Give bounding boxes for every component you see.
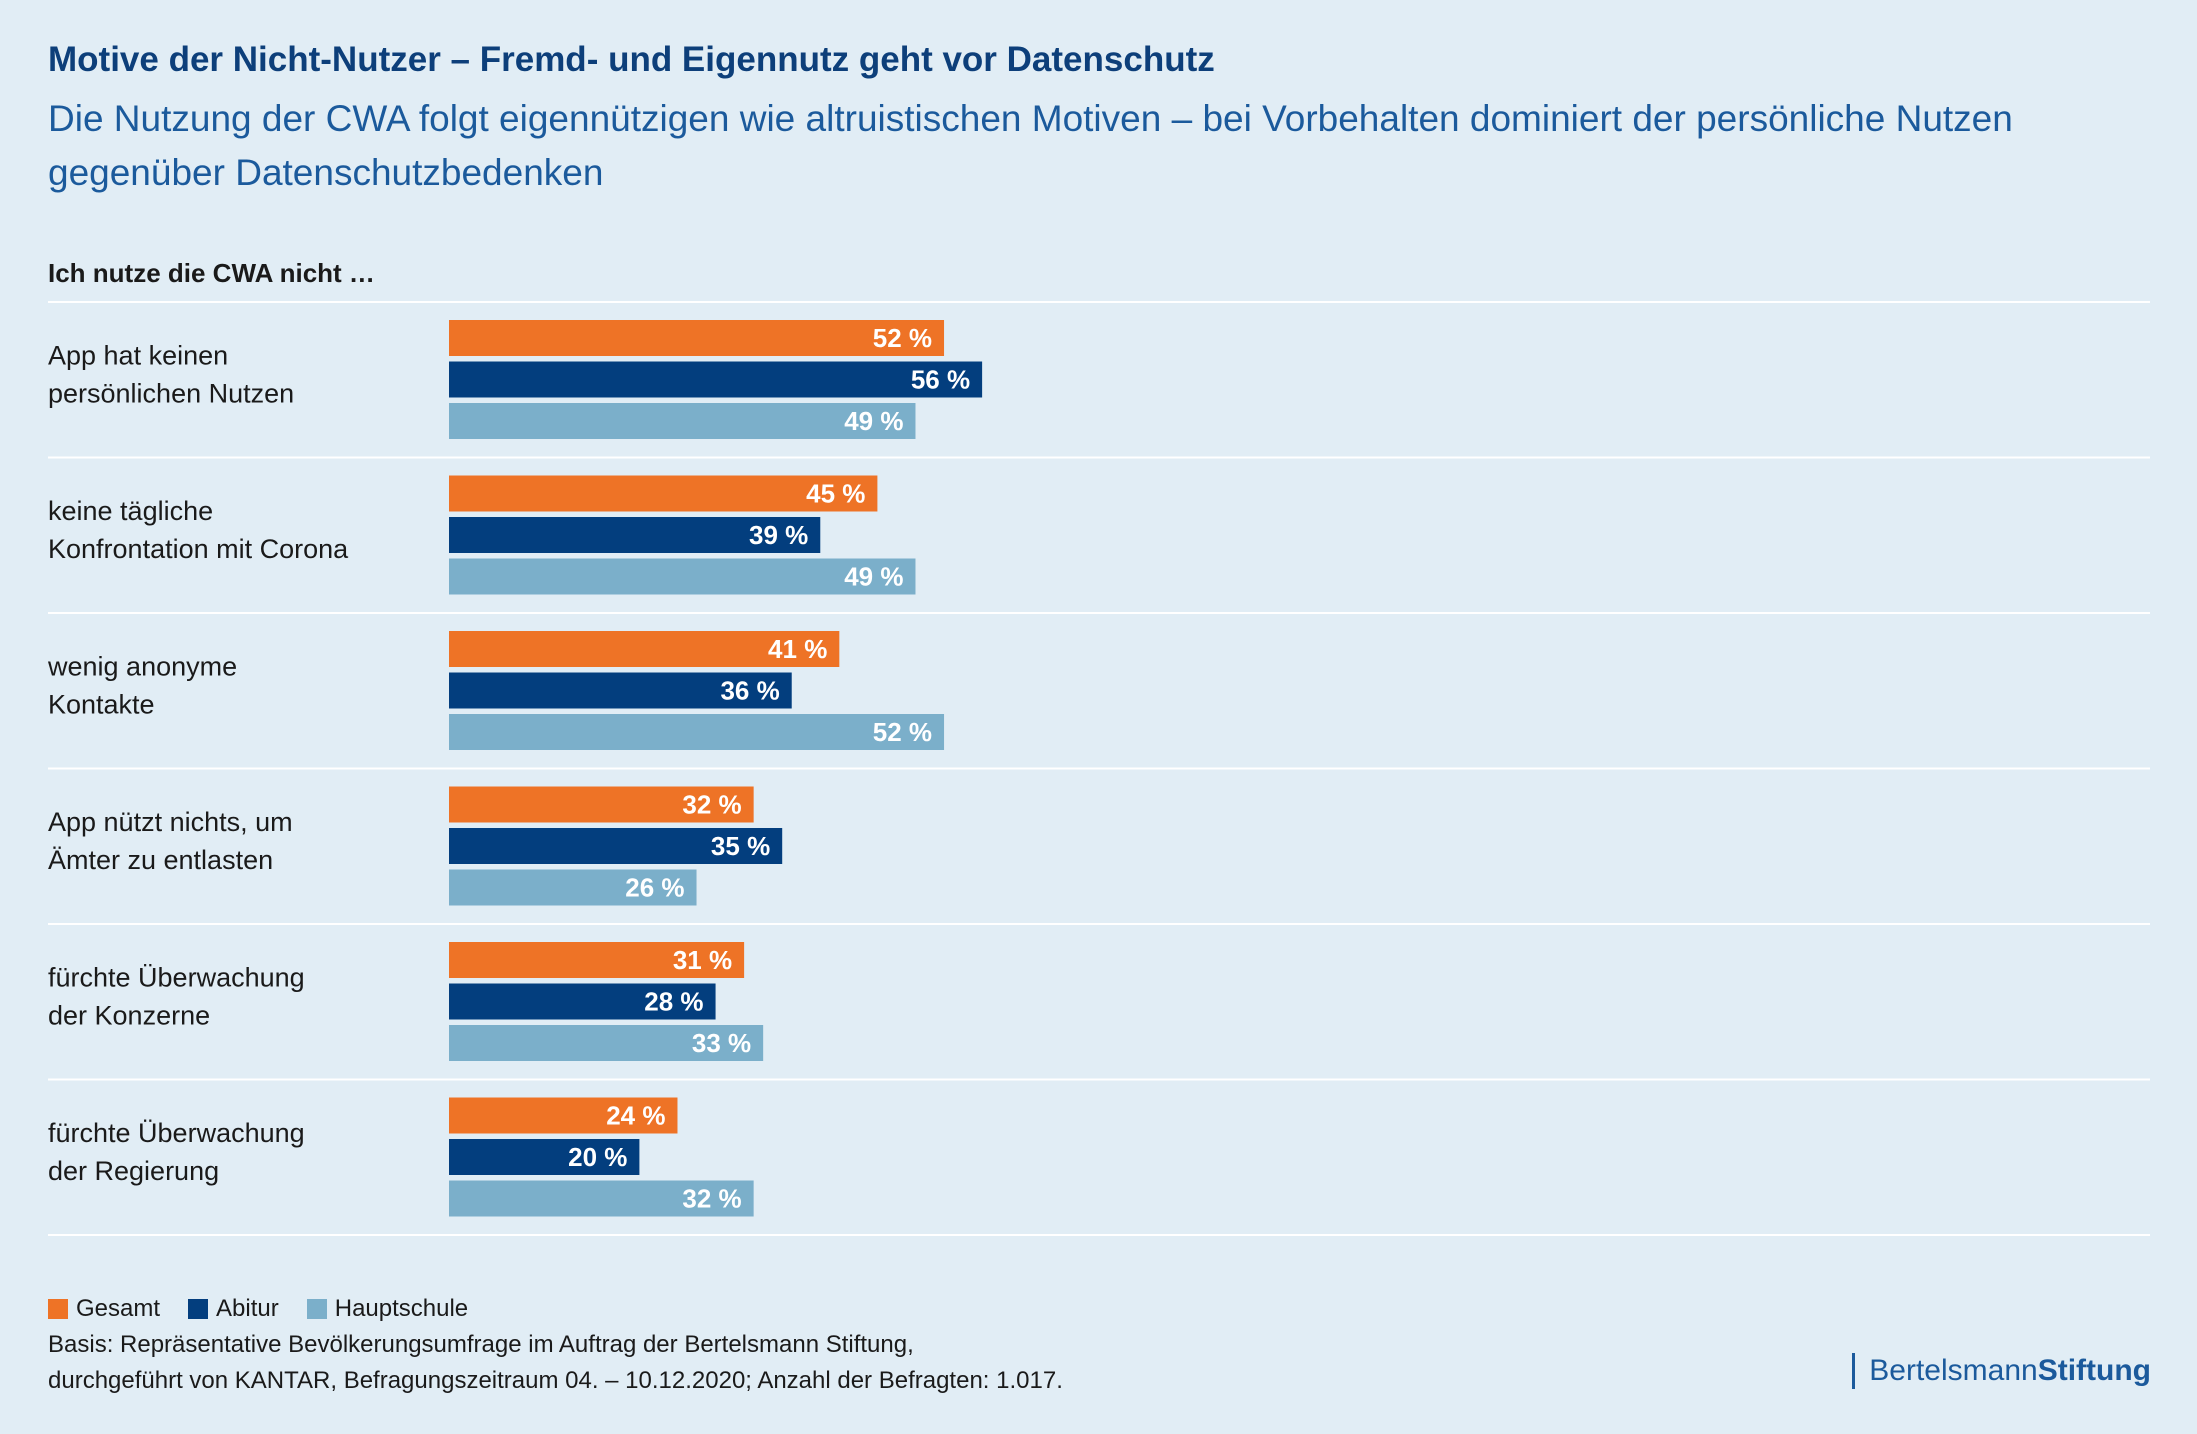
- category-label: wenig anonyme Kontakte: [47, 652, 237, 720]
- bar-abitur: [449, 361, 983, 398]
- data-label: 52 %: [873, 717, 932, 747]
- bar-abitur: [449, 517, 821, 553]
- data-label: 31 %: [673, 945, 732, 975]
- bar-hauptschule: [449, 1180, 754, 1217]
- chart-subtitle: Die Nutzung der CWA folgt eigennützigen …: [48, 98, 2013, 193]
- source-line-1: Basis: Repräsentative Bevölkerungsumfrag…: [48, 1331, 914, 1358]
- legend-item: Abitur: [188, 1295, 279, 1323]
- legend-swatch: [306, 1299, 327, 1319]
- legend-item: Gesamt: [48, 1295, 160, 1323]
- legend: Gesamt Abitur Hauptschule: [48, 1295, 468, 1323]
- category-label: keine tägliche Konfrontation mit Corona: [48, 496, 349, 564]
- data-label: 49 %: [844, 406, 903, 436]
- bar-abitur: [449, 983, 716, 1020]
- category-label: fürchte Überwachung der Konzerne: [48, 963, 305, 1031]
- bar-gesamt: [449, 942, 745, 978]
- data-label: 39 %: [749, 520, 808, 550]
- data-label: 24 %: [606, 1101, 665, 1131]
- legend-swatch: [48, 1299, 68, 1319]
- bar-chart: Ich nutze die CWA nicht … App hat keinen p…: [47, 258, 2150, 1236]
- data-label: 32 %: [682, 1184, 741, 1214]
- data-label: 32 %: [682, 790, 741, 820]
- bar-gesamt: [449, 320, 945, 356]
- bar-gesamt: [449, 1097, 678, 1134]
- data-label: 41 %: [768, 634, 827, 664]
- bar-abitur: [449, 672, 792, 709]
- bar-hauptschule: [449, 558, 916, 595]
- bertelsmann-logo: BertelsmannStiftung: [1852, 1353, 2151, 1389]
- data-label: 35 %: [711, 831, 770, 861]
- bar-abitur: [449, 828, 783, 864]
- bar-gesamt: [449, 786, 754, 823]
- bar-gesamt: [449, 475, 878, 512]
- logo-part-1: Bertelsmann: [1869, 1354, 2038, 1387]
- group-heading: Ich nutze die CWA nicht …: [48, 258, 375, 288]
- bar-hauptschule: [449, 869, 697, 906]
- data-label: 20 %: [568, 1142, 627, 1172]
- legend-label: Gesamt: [76, 1295, 161, 1322]
- chart-title: Motive der Nicht-Nutzer – Fremd- und Eig…: [48, 40, 1215, 79]
- bar-hauptschule: [449, 714, 945, 750]
- bar-hauptschule: [449, 1025, 764, 1061]
- legend-label: Hauptschule: [334, 1295, 469, 1322]
- data-label: 28 %: [644, 987, 703, 1017]
- data-label: 33 %: [692, 1028, 751, 1058]
- legend-swatch: [188, 1299, 209, 1319]
- legend-label: Abitur: [216, 1295, 279, 1322]
- bar-gesamt: [449, 631, 840, 667]
- data-label: 52 %: [873, 323, 932, 353]
- data-label: 45 %: [806, 479, 865, 509]
- legend-item: Hauptschule: [306, 1295, 469, 1323]
- data-label: 26 %: [625, 873, 684, 903]
- data-label: 56 %: [911, 365, 970, 395]
- source-note: Basis: Repräsentative Bevölkerungsumfrag…: [48, 1327, 1063, 1399]
- source-line-2: durchgeführt von KANTAR, Befragungszeitr…: [48, 1367, 1063, 1394]
- category-label: App nützt nichts, um Ämter zu entlasten: [48, 807, 293, 875]
- category-label: fürchte Überwachung der Regierung: [48, 1118, 305, 1186]
- bar-abitur: [449, 1139, 640, 1175]
- category-label: App hat keinen persönlichen Nutzen: [48, 341, 294, 409]
- data-label: 36 %: [720, 676, 779, 706]
- logo-part-2: Stiftung: [2037, 1354, 2151, 1387]
- data-label: 49 %: [844, 562, 903, 592]
- bar-hauptschule: [449, 403, 916, 439]
